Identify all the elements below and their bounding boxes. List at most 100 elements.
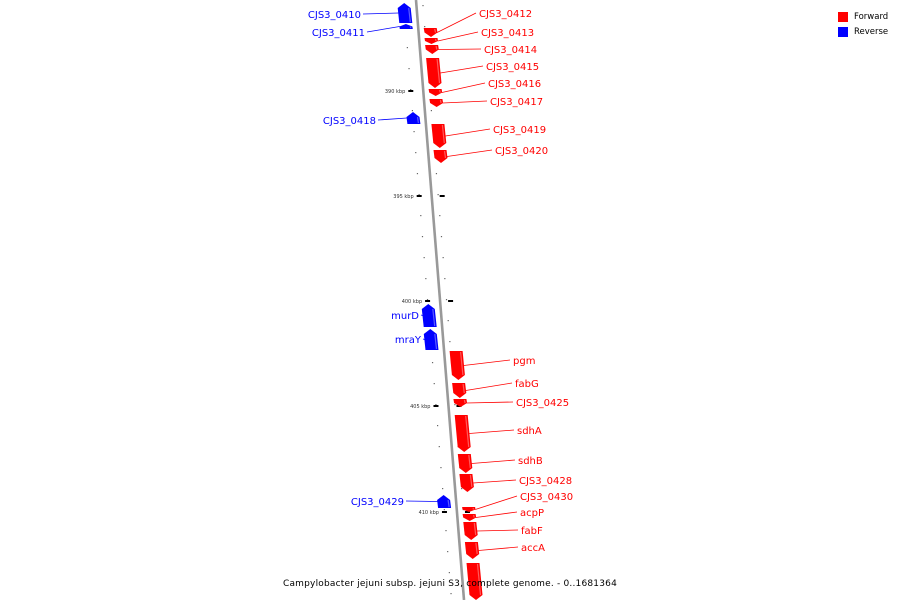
gene-feature-sdhb (457, 454, 473, 473)
leader-line (420, 314, 423, 316)
minor-tick-dot (440, 467, 442, 469)
gene-feature-cjs3-0425 (453, 399, 468, 407)
gene-highlight (468, 454, 471, 469)
minor-tick-dot (411, 110, 413, 112)
gene-feature-cjs3-0414 (425, 45, 439, 54)
gene-highlight (441, 124, 445, 144)
legend-swatch-reverse (838, 26, 848, 37)
gene-labels: CJS3_0410 CJS3_0411 CJS3_0412 CJS3_0413 CJS3… (308, 9, 573, 554)
major-tick (464, 511, 470, 513)
leader-line (463, 359, 511, 366)
minor-tick-dot (425, 278, 427, 280)
gene-feature-cjs3-0417 (429, 99, 444, 107)
gene-label-sdhb: sdhB (518, 456, 543, 467)
major-tick (433, 405, 439, 407)
minor-tick-dot (410, 89, 412, 91)
gene-highlight (439, 89, 441, 93)
gene-label-cjs3-0412: CJS3_0412 (479, 9, 532, 20)
gene-highlight (434, 38, 437, 42)
gene-label-cjs3-0415: CJS3_0415 (486, 62, 539, 73)
minor-tick-dot (440, 236, 443, 238)
leader-line (469, 429, 515, 434)
gene-label-pgm: pgm (513, 356, 535, 367)
major-tick (448, 300, 454, 302)
gene-highlight (416, 116, 419, 124)
gene-feature-cjs3-0419 (431, 124, 447, 148)
minor-tick-dot (447, 320, 449, 322)
gene-feature-cjs3-0430 (462, 507, 476, 512)
minor-tick-dot (442, 488, 444, 490)
gene-label-cjs3-0419: CJS3_0419 (493, 125, 546, 136)
minor-tick-dot (439, 215, 441, 217)
label-leader-lines (362, 12, 519, 551)
major-tick (425, 300, 431, 302)
tick-label: 390 kbp (385, 89, 405, 95)
minor-tick-dot (437, 425, 439, 427)
minor-tick-dot (448, 572, 450, 574)
gene-highlight (475, 542, 478, 555)
tick-label: 395 kbp (393, 194, 413, 200)
gene-feature-cjs3-0415 (426, 58, 442, 88)
tick-label: 410 kbp (419, 510, 439, 516)
genome-backbone (414, 0, 466, 600)
legend-label-reverse: Reverse (854, 26, 889, 37)
minor-tick-dot (449, 341, 451, 343)
gene-highlight (473, 522, 477, 536)
leader-line (471, 459, 516, 464)
leader-line (473, 479, 517, 484)
gene-highlight (434, 333, 438, 350)
legend-swatch-forward (838, 11, 848, 22)
minor-tick-dot (424, 26, 426, 28)
gene-label-cjs3-0429: CJS3_0429 (351, 497, 404, 508)
gene-label-cjs3-0410: CJS3_0410 (308, 10, 361, 21)
minor-tick-dot (416, 173, 419, 175)
leader-line (442, 100, 488, 104)
gene-highlight (463, 399, 466, 404)
gene-label-cjs3-0430: CJS3_0430 (520, 492, 573, 503)
gene-label-cjs3-0413: CJS3_0413 (481, 28, 534, 39)
leader-line (366, 26, 400, 33)
leader-line (362, 12, 399, 15)
gene-feature-acca (464, 542, 480, 559)
gene-label-cjs3-0416: CJS3_0416 (488, 79, 541, 90)
minor-tick-dot (418, 194, 420, 196)
leader-line (377, 117, 407, 121)
gene-feature-unnamed-24 (466, 563, 483, 600)
legend-item-reverse: Reverse (838, 24, 888, 39)
gene-highlight (435, 45, 438, 50)
leader-line (475, 511, 518, 518)
gene-highlight (469, 474, 473, 488)
gene-label-cjs3-0425: CJS3_0425 (516, 398, 569, 409)
gene-feature-cjs3-0410 (397, 3, 413, 23)
minor-tick-dot (445, 299, 448, 301)
leader-line (440, 65, 484, 74)
gene-label-cjs3-0414: CJS3_0414 (484, 45, 537, 56)
gene-label-fabg: fabG (515, 379, 539, 390)
minor-tick-dot (435, 404, 437, 406)
major-tick (439, 195, 445, 197)
gene-feature-cjs3-0413 (424, 38, 438, 44)
gene-feature-fabg (452, 383, 467, 398)
minor-tick-dot (422, 5, 424, 7)
minor-tick-dot (450, 593, 452, 595)
gene-highlight (460, 351, 464, 376)
gene-feature-cjs3-0416 (428, 89, 443, 96)
gene-feature-cjs3-0411 (399, 24, 413, 29)
gene-label-cjs3-0420: CJS3_0420 (495, 146, 548, 157)
minor-tick-dot (438, 446, 440, 448)
gene-feature-cjs3-0428 (459, 474, 474, 492)
minor-tick-dot (408, 68, 410, 70)
tick-label: 400 kbp (402, 299, 422, 305)
leader-line (437, 31, 479, 42)
gene-feature-pgm (449, 351, 465, 380)
gene-label-acca: accA (521, 543, 545, 554)
major-tick (408, 90, 414, 92)
leader-line (475, 495, 518, 510)
minor-tick-dot (421, 236, 424, 238)
legend-item-forward: Forward (838, 9, 888, 24)
gene-highlight (434, 28, 437, 33)
leader-line (445, 128, 491, 137)
gene-feature-acpp (462, 514, 477, 521)
tick-label: 405 kbp (410, 404, 430, 410)
